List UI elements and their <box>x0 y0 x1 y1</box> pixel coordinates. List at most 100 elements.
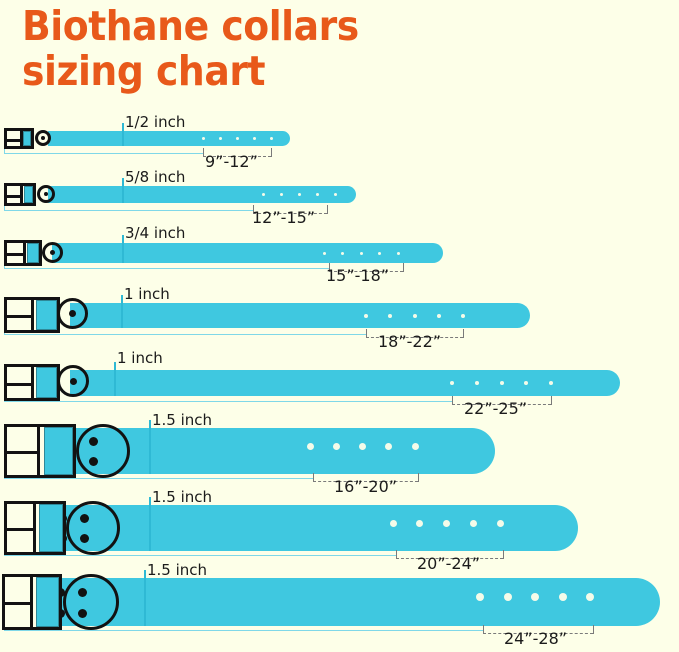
collar-width-label: 1 inch <box>117 349 163 367</box>
size-bracket-right-cap <box>503 550 504 559</box>
collar-size-label: 9”-12” <box>205 152 258 171</box>
measurement-rule-solid <box>4 268 329 269</box>
collar-strap <box>60 428 495 474</box>
adjustment-hole <box>388 313 393 318</box>
measurement-rule-dashed <box>396 558 503 559</box>
size-bracket-left-cap <box>313 473 314 482</box>
collar-strap <box>48 131 290 146</box>
adjustment-hole <box>443 519 450 527</box>
buckle-prong-bar <box>37 427 40 475</box>
adjustment-hole <box>297 193 301 196</box>
adjustment-hole <box>586 593 594 601</box>
collar-size-label: 22”-25” <box>464 399 528 418</box>
buckle-crossbar <box>5 602 32 605</box>
collar-size-label: 16”-20” <box>334 477 398 496</box>
collar-width-label: 1.5 inch <box>152 488 213 506</box>
collar-width-label: 1.5 inch <box>147 561 208 579</box>
adjustment-hole <box>218 137 222 140</box>
collar-strap <box>70 303 530 328</box>
measurement-rule-left-cap <box>4 147 5 154</box>
collar-buckle <box>4 297 60 333</box>
adjustment-hole <box>235 137 239 140</box>
adjustment-hole <box>201 137 205 140</box>
size-bracket-right-cap <box>403 263 404 272</box>
buckle-crossbar <box>7 383 32 386</box>
collar-size-label: 12”-15” <box>252 208 316 227</box>
measurement-rule-dashed <box>483 633 593 634</box>
size-bracket-left-cap <box>452 396 453 405</box>
adjustment-hole <box>396 251 400 255</box>
adjustment-hole <box>496 519 504 527</box>
collar-strap <box>48 186 356 203</box>
measurement-rule-dashed <box>329 271 403 272</box>
adjustment-hole <box>524 381 529 385</box>
adjustment-hole <box>474 381 479 385</box>
buckle-strap-insert <box>44 427 73 475</box>
measurement-rule-solid <box>4 334 366 335</box>
measurement-rule-dashed <box>203 156 271 157</box>
buckle-prong-bar <box>30 577 33 627</box>
adjustment-hole <box>261 193 265 196</box>
buckle-strap-insert <box>39 504 63 552</box>
adjustment-hole <box>503 593 512 601</box>
adjustment-hole <box>476 593 484 601</box>
width-tick-mark <box>122 123 124 146</box>
adjustment-hole <box>378 251 381 255</box>
collar-d-ring <box>76 424 130 478</box>
adjustment-hole <box>450 381 454 385</box>
collar-width-label: 1.5 inch <box>152 411 213 429</box>
collar-strap <box>52 243 443 263</box>
buckle-strap-insert <box>27 243 39 263</box>
collar-strap <box>56 505 578 551</box>
buckle-prong-bar <box>31 300 34 330</box>
adjustment-hole <box>389 519 397 527</box>
collar-size-label: 18”-22” <box>378 332 442 351</box>
size-bracket-right-cap <box>327 205 328 214</box>
adjustment-hole <box>385 442 393 450</box>
buckle-strap-insert <box>36 577 59 627</box>
adjustment-hole <box>315 193 319 196</box>
measurement-rule-dashed <box>366 337 463 338</box>
d-ring-pin <box>44 192 48 196</box>
buckle-strap-insert <box>24 186 33 203</box>
measurement-rule-solid <box>4 478 313 479</box>
width-tick-mark <box>149 420 151 474</box>
adjustment-hole <box>333 193 337 196</box>
measurement-rule-dashed <box>253 213 327 214</box>
collar-d-ring <box>57 365 89 397</box>
size-bracket-left-cap <box>253 205 254 214</box>
collar-strap <box>56 578 660 626</box>
collar-width-label: 1/2 inch <box>125 113 186 131</box>
collar-buckle <box>4 128 34 149</box>
buckle-prong-bar <box>23 243 26 263</box>
adjustment-hole <box>416 519 424 527</box>
buckle-crossbar <box>7 253 24 256</box>
buckle-crossbar <box>7 528 35 531</box>
collar-buckle <box>4 240 42 266</box>
collar-strap <box>70 370 620 396</box>
size-bracket-left-cap <box>483 625 484 634</box>
page-title-line-2: sizing chart <box>22 47 266 95</box>
adjustment-hole <box>412 313 417 318</box>
adjustment-hole <box>306 442 314 450</box>
collar-size-label: 15”-18” <box>326 266 390 285</box>
adjustment-hole <box>359 251 363 255</box>
adjustment-hole <box>332 442 340 450</box>
d-ring-pin <box>69 310 76 317</box>
size-bracket-right-cap <box>551 396 552 405</box>
width-tick-mark <box>144 570 146 626</box>
measurement-rule-dashed <box>452 404 551 405</box>
adjustment-hole <box>279 193 283 196</box>
width-tick-mark <box>122 235 124 263</box>
buckle-crossbar <box>7 139 21 142</box>
collar-buckle <box>4 424 76 478</box>
buckle-crossbar <box>7 315 32 318</box>
collar-d-ring <box>63 574 119 630</box>
size-bracket-right-cap <box>271 148 272 157</box>
d-ring-pin <box>50 250 55 255</box>
page-title: Biothane collars sizing chart <box>22 4 662 94</box>
buckle-strap-insert <box>36 300 57 330</box>
size-bracket-left-cap <box>329 263 330 272</box>
size-bracket-right-cap <box>418 473 419 482</box>
